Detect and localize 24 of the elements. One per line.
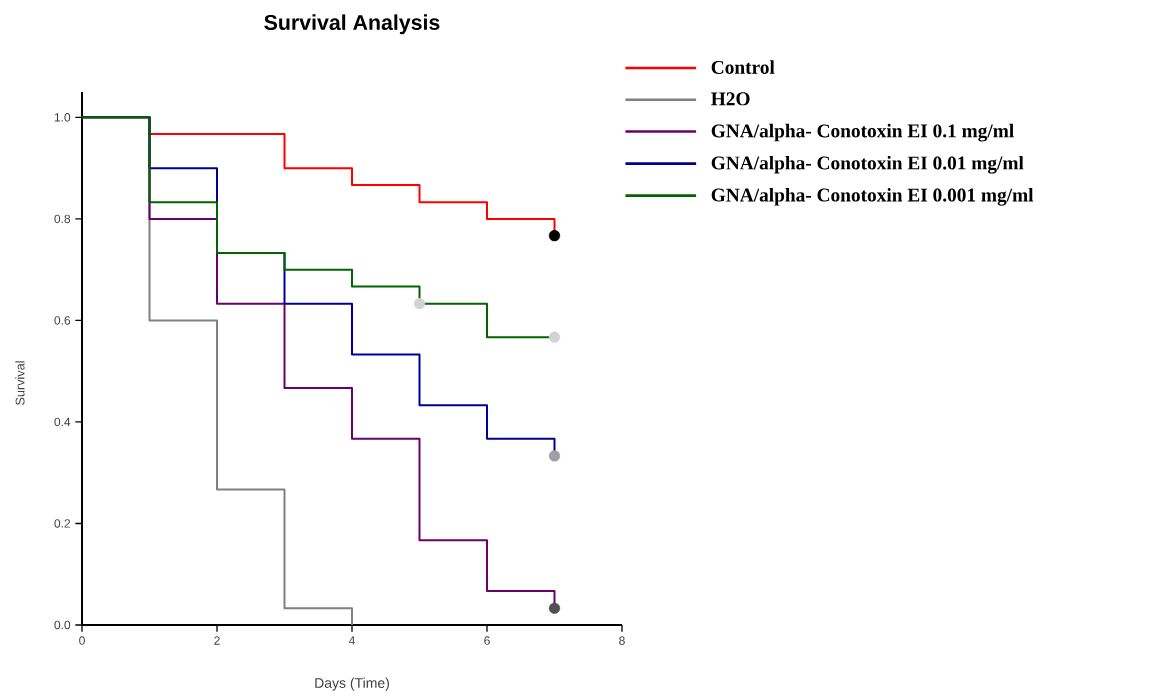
point — [548, 230, 561, 242]
y-tick-label: 0.8 — [54, 214, 71, 224]
x-tick-label: 6 — [484, 636, 490, 645]
x-tick-label: 4 — [348, 636, 355, 645]
point — [548, 450, 561, 462]
legend-label: H2O — [711, 92, 750, 106]
legend-label: GNA/alpha- Conotoxin EI 0.001 mg/ml — [711, 187, 1034, 206]
y-tick-label: 1.0 — [54, 113, 71, 122]
point — [548, 331, 561, 343]
legend-label: GNA/alpha- Conotoxin EI 0.1 mg/ml — [711, 123, 1014, 142]
point — [548, 602, 561, 614]
legend-label: GNA/alpha- Conotoxin EI 0.01 mg/ml — [711, 155, 1024, 174]
x-tick-label: 8 — [619, 636, 625, 645]
chart-title: Survival Analysis — [264, 14, 440, 35]
point — [413, 298, 426, 310]
x-tick-label: 2 — [214, 636, 220, 645]
x-axis-title: Days (Time) — [315, 677, 389, 691]
y-tick-label: 0.0 — [54, 620, 71, 630]
y-tick-label: 0.4 — [54, 417, 71, 427]
x-tick-label: 0 — [79, 636, 85, 645]
y-tick-label: 0.6 — [54, 316, 71, 325]
y-axis-title: Survival — [15, 361, 25, 405]
legend-label: Control — [711, 60, 775, 74]
y-tick-label: 0.2 — [54, 519, 71, 528]
